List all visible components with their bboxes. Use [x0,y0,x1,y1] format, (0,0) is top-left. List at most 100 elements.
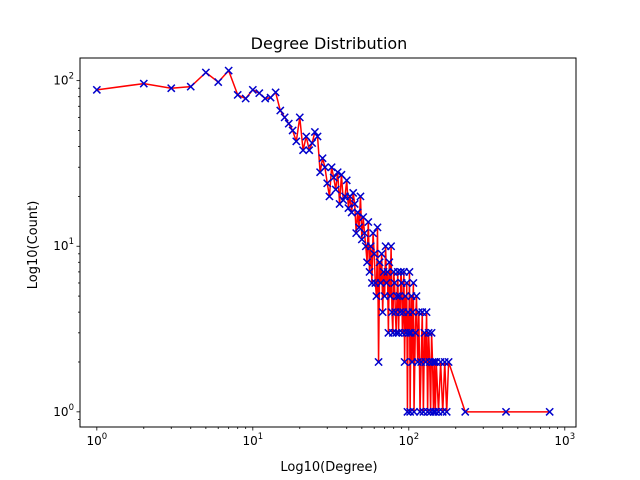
data-point [288,126,297,135]
data-point-stroke [428,357,437,367]
data-point-stroke [386,242,396,251]
data-point-stroke [405,267,414,277]
data-point-stroke [461,407,470,416]
y-tick-label: 101 [53,237,74,253]
data-point-stroke [214,77,223,87]
data-point [378,308,387,317]
data-point [362,258,372,267]
data-point-stroke [298,146,308,155]
data-point-stroke [255,89,264,98]
data-point-stroke [401,291,410,301]
data-point-stroke [366,242,375,251]
data-point [402,278,411,288]
data-point [386,242,396,251]
x-tick-exponent: 1 [258,432,263,442]
data-point-stroke [201,68,210,77]
data-point [368,229,378,238]
data-point [233,90,242,100]
data-point-stroke [422,308,431,317]
data-point-stroke [167,84,176,93]
data-point-stroke [364,217,373,227]
data-point-stroke [357,235,366,244]
data-point-stroke [318,154,327,163]
data-point [302,132,311,141]
data-point-stroke [409,278,418,288]
data-point-stroke [393,267,402,277]
y-axis-label: Log10(Count) [26,201,41,290]
data-point [357,235,366,244]
data-point [461,407,470,416]
data-point-stroke [139,79,148,88]
data-point [390,278,399,288]
data-point-stroke [376,278,385,288]
y-tick-exponent: 0 [69,403,74,413]
data-point [284,119,293,128]
data-point [375,258,384,267]
data-point-stroke [360,229,369,238]
data-point [401,291,410,301]
data-point-stroke [186,82,195,91]
x-tick-base: 10 [398,434,413,448]
data-point-stroke [390,278,399,288]
data-point [318,154,327,163]
data-point-stroke [347,208,356,217]
data-point [329,173,338,182]
data-point-stroke [248,85,257,94]
data-point-stroke [413,357,422,367]
data-point [545,407,554,416]
data-point [365,267,374,277]
data-point-stroke [276,106,285,115]
data-point-stroke [408,308,417,317]
data-point [248,85,257,94]
data-point-stroke [305,146,314,155]
data-point [409,278,418,288]
data-point [320,163,330,172]
data-point [385,258,394,267]
data-point [413,357,422,367]
data-point-stroke [403,407,412,416]
data-point [344,203,353,213]
data-point [387,308,397,317]
data-point [325,192,334,201]
data-point-stroke [333,168,342,177]
data-point [382,278,391,288]
data-point-stroke [344,203,353,213]
data-point [444,357,453,367]
data-point [139,79,148,88]
data-point-stroke [383,267,392,277]
data-point [398,328,407,337]
data-point [396,308,405,317]
data-point-stroke [302,132,311,141]
x-tick-label: 100 [86,432,107,448]
data-point [408,308,417,317]
data-point-stroke [325,192,334,201]
data-point [360,229,369,238]
data-point-stroke [545,407,554,416]
data-point-stroke [414,308,423,317]
y-tick-exponent: 1 [69,237,74,247]
data-point-stroke [323,179,332,188]
data-point [423,407,432,416]
data-point [405,267,414,277]
data-point-stroke [362,258,372,267]
data-point [392,291,402,301]
data-point-stroke [320,163,330,172]
y-tick-base: 10 [53,239,68,253]
data-point-stroke [368,229,378,238]
data-point-stroke [396,267,406,277]
data-point-stroke [442,407,451,416]
data-point-stroke [313,132,322,141]
data-point-stroke [424,328,433,337]
x-axis-label: Log10(Degree) [280,460,377,475]
data-point-stroke [310,127,320,137]
data-point [224,66,233,75]
data-point-stroke [412,291,421,301]
data-point [327,163,336,172]
data-point-stroke [327,163,336,172]
data-point-stroke [396,308,405,317]
data-point [366,242,375,251]
x-tick-exponent: 2 [414,432,419,442]
data-point-stroke [367,278,377,288]
data-point [310,127,320,137]
